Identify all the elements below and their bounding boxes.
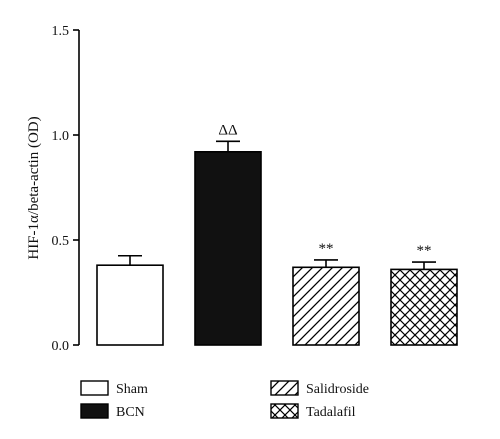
legend-label: Tadalafil	[306, 405, 356, 420]
legend: Sham BCN Salidroside Tadalafil	[80, 380, 369, 420]
legend-label: Salidroside	[306, 382, 369, 397]
y-tick-label: 0.0	[52, 339, 70, 354]
legend-swatch-sham	[80, 380, 109, 396]
y-axis-label: HIF-1α/beta-actin (OD)	[26, 116, 42, 259]
legend-label: BCN	[116, 405, 145, 420]
legend-label: Sham	[116, 382, 148, 397]
legend-swatch-bcn	[80, 403, 109, 419]
bar-salidroside	[292, 266, 360, 346]
bar-tadalafil	[390, 268, 458, 346]
y-tick-label: 0.5	[52, 234, 70, 249]
legend-swatch-tadalafil	[270, 403, 299, 419]
y-tick-label: 1.5	[52, 24, 70, 39]
y-axis-ticks: 0.0 0.5 1.0 1.5	[52, 24, 79, 354]
bar-bcn	[194, 151, 262, 346]
y-tick-label: 1.0	[52, 129, 70, 144]
bars-group: ΔΔ ** **	[96, 122, 458, 346]
legend-swatch-salidroside	[270, 380, 299, 396]
significance-mark: **	[417, 243, 432, 259]
significance-mark: ΔΔ	[218, 122, 238, 138]
bar-sham	[96, 264, 164, 346]
significance-mark: **	[319, 241, 334, 257]
